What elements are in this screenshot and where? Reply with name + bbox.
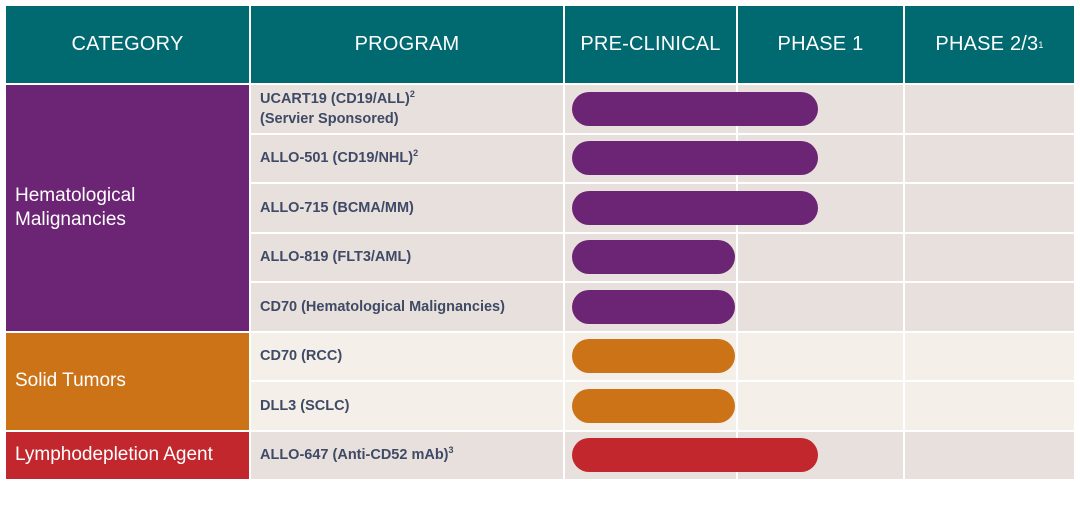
program-cell: CD70 (Hematological Malignancies) [251,283,563,331]
stage-cell [738,382,903,430]
stage-cell [905,233,1074,281]
program-label: ALLO-501 (CD19/NHL)2 [260,148,418,168]
progress-bar [572,190,818,225]
program-footnote: 2 [409,88,415,99]
category-label: Solid Tumors [15,369,126,393]
header-phase23-label: PHASE 2/3 [935,33,1039,55]
stage-cell [738,332,903,380]
program-label: CD70 (Hematological Malignancies) [260,297,505,317]
program-cell: ALLO-715 (BCMA/MM) [251,184,563,232]
program-label: CD70 (RCC) [260,346,342,366]
program-sponsor: (Servier Sponsored) [260,110,399,127]
program-label: DLL3 (SCLC) [260,396,349,416]
header-category: CATEGORY [6,6,249,83]
header-phase23: PHASE 2/3 1 [905,6,1074,83]
stage-cell [738,233,903,281]
header-preclinical: PRE-CLINICAL [565,6,736,83]
progress-bar [572,240,735,275]
program-name: ALLO-647 (Anti-CD52 mAb) [260,447,449,464]
progress-bar [572,388,735,423]
program-label: ALLO-715 (BCMA/MM) [260,198,414,218]
program-cell: ALLO-501 (CD19/NHL)2 [251,134,563,182]
category-label: Hematological Malignancies [15,184,135,232]
program-label: ALLO-819 (FLT3/AML) [260,247,411,267]
program-name: CD70 (Hematological Malignancies) [260,298,505,315]
program-label: ALLO-647 (Anti-CD52 mAb)3 [260,445,454,465]
program-cell: CD70 (RCC) [251,332,563,380]
program-cell: UCART19 (CD19/ALL)2 (Servier Sponsored) [251,85,563,133]
program-name: UCART19 (CD19/ALL) [260,90,410,107]
header-category-label: CATEGORY [71,33,184,55]
program-cell: ALLO-819 (FLT3/AML) [251,233,563,281]
category-solid-tumors: Solid Tumors [6,332,249,430]
program-label: UCART19 (CD19/ALL)2 (Servier Sponsored) [260,89,415,129]
header-phase1: PHASE 1 [738,6,903,83]
program-cell: DLL3 (SCLC) [251,382,563,430]
stage-cell [905,134,1074,182]
program-name: ALLO-715 (BCMA/MM) [260,199,414,216]
program-name: DLL3 (SCLC) [260,397,350,414]
program-name: ALLO-819 (FLT3/AML) [260,249,412,266]
stage-cell [905,431,1074,479]
category-label-line: Malignancies [15,208,126,230]
program-footnote: 3 [448,445,454,456]
progress-bar [572,438,818,473]
header-program: PROGRAM [251,6,563,83]
header-preclinical-label: PRE-CLINICAL [580,33,721,55]
stage-cell [738,283,903,331]
program-name: CD70 (RCC) [260,348,343,365]
category-label-line: Solid Tumors [15,370,126,391]
header-phase1-label: PHASE 1 [777,33,864,55]
category-label-line: Hematological [15,184,136,206]
header-program-label: PROGRAM [354,33,460,55]
stage-cell [905,283,1074,331]
program-footnote: 2 [413,148,419,159]
category-label: Lymphodepletion Agent [15,443,213,467]
stage-cell [905,184,1074,232]
category-hematological-malignancies: Hematological Malignancies [6,85,249,331]
program-cell: ALLO-647 (Anti-CD52 mAb)3 [251,431,563,479]
progress-bar [572,141,818,176]
category-label-line: Lymphodepletion Agent [15,444,213,466]
stage-cell [905,85,1074,133]
stage-cell [905,332,1074,380]
progress-bar [572,91,818,126]
progress-bar [572,289,735,324]
stage-cell [905,382,1074,430]
program-name: ALLO-501 (CD19/NHL) [260,150,414,167]
progress-bar [572,339,735,374]
category-lymphodepletion-agent: Lymphodepletion Agent [6,431,249,479]
